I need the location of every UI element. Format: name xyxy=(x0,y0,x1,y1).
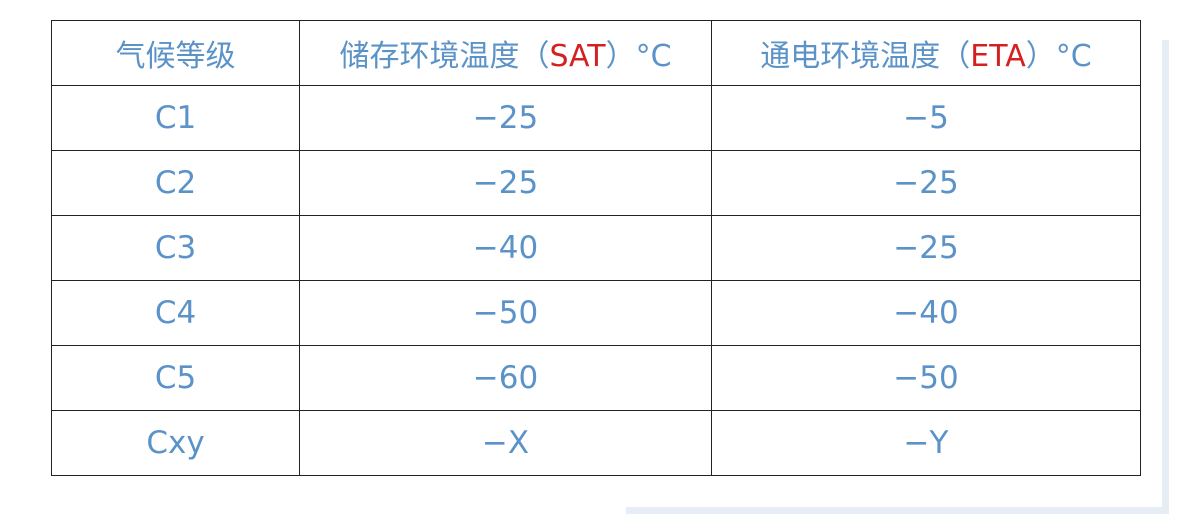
cell-climate-class: C4 xyxy=(51,280,300,346)
header-text: 储存环境温度（ xyxy=(339,39,550,74)
header-unit: ）°C xyxy=(605,39,672,74)
header-storage-temp: 储存环境温度（SAT）°C xyxy=(299,20,712,86)
header-climate-class: 气候等级 xyxy=(51,20,300,86)
cell-climate-class: Cxy xyxy=(51,410,300,476)
cell-climate-class: C1 xyxy=(51,85,300,151)
cell-operating-temp: −40 xyxy=(711,280,1141,346)
table-row: C4 −50 −40 xyxy=(51,280,1141,346)
cell-storage-temp: −25 xyxy=(299,85,712,151)
header-operating-temp: 通电环境温度（ETA）°C xyxy=(711,20,1141,86)
cell-operating-temp: −50 xyxy=(711,345,1141,411)
decorative-frame-horizontal xyxy=(626,507,1169,514)
header-code-sat: SAT xyxy=(549,39,606,74)
table-row: C3 −40 −25 xyxy=(51,215,1141,281)
table-row: C2 −25 −25 xyxy=(51,150,1141,216)
cell-operating-temp: −25 xyxy=(711,215,1141,281)
header-text: 气候等级 xyxy=(115,39,236,74)
cell-climate-class: C2 xyxy=(51,150,300,216)
header-code-eta: ETA xyxy=(970,39,1026,74)
decorative-frame-vertical xyxy=(1162,40,1169,514)
header-row: 气候等级 储存环境温度（SAT）°C 通电环境温度（ETA）°C xyxy=(51,20,1141,86)
cell-climate-class: C5 xyxy=(51,345,300,411)
cell-storage-temp: −60 xyxy=(299,345,712,411)
header-text: 通电环境温度（ xyxy=(760,39,971,74)
cell-storage-temp: −50 xyxy=(299,280,712,346)
header-unit: ）°C xyxy=(1025,39,1092,74)
cell-storage-temp: −40 xyxy=(299,215,712,281)
cell-storage-temp: −25 xyxy=(299,150,712,216)
table-row: Cxy −X −Y xyxy=(51,410,1141,476)
table-row: C5 −60 −50 xyxy=(51,345,1141,411)
cell-climate-class: C3 xyxy=(51,215,300,281)
table-row: C1 −25 −5 xyxy=(51,85,1141,151)
cell-operating-temp: −Y xyxy=(711,410,1141,476)
cell-storage-temp: −X xyxy=(299,410,712,476)
cell-operating-temp: −25 xyxy=(711,150,1141,216)
climate-class-temperature-table: 气候等级 储存环境温度（SAT）°C 通电环境温度（ETA）°C C1 −25 −5… xyxy=(51,20,1141,476)
cell-operating-temp: −5 xyxy=(711,85,1141,151)
